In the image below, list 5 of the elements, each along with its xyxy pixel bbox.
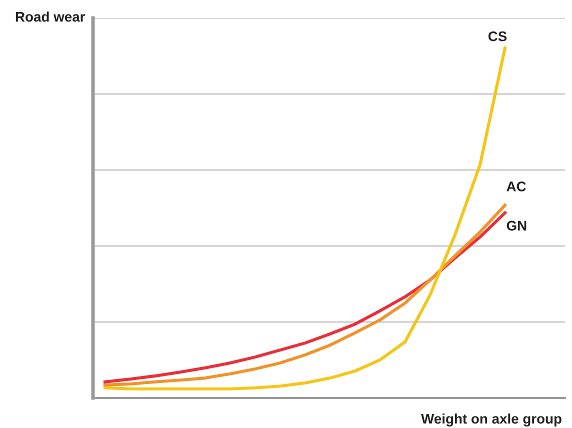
- x-axis-title: Weight on axle group: [421, 413, 562, 427]
- series-label: AC: [506, 182, 526, 192]
- series-label: GN: [506, 220, 526, 231]
- y-axis-title: Road wear: [16, 12, 86, 22]
- series-label: CS: [488, 31, 507, 42]
